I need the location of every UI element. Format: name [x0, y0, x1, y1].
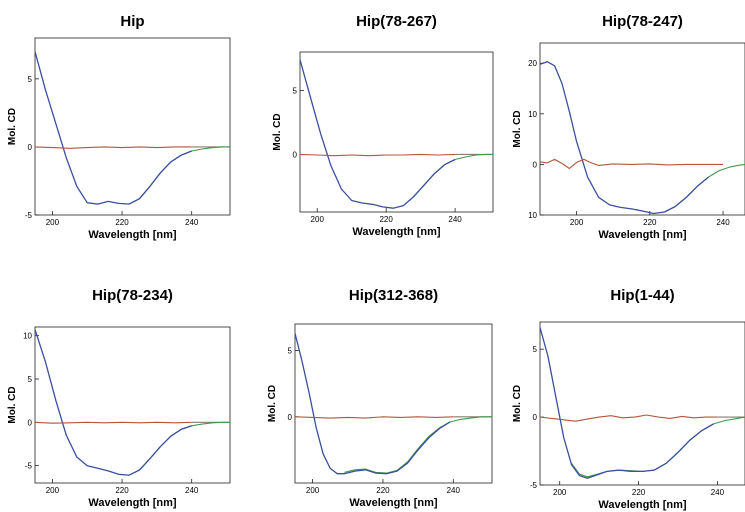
x-tick-label: 240	[711, 488, 725, 497]
chart-panel-5: Hip(312-368) 200 220 240 0 5 Wavelength [nm] Mo…	[267, 287, 493, 509]
chart-title: Hip(78-267)	[356, 13, 437, 30]
series-line-blue	[35, 329, 192, 476]
chart-title: Hip(312-368)	[349, 287, 438, 304]
x-tick-label: 240	[185, 486, 199, 495]
y-tick-label: 0	[533, 413, 538, 422]
plot-frame	[539, 42, 745, 216]
plot-frame	[294, 323, 493, 484]
y-tick-label: 10	[23, 332, 32, 341]
series-line-red	[35, 146, 192, 149]
x-tick-label: 200	[46, 218, 60, 227]
x-tick-label: 200	[311, 215, 325, 224]
x-axis-label: Wavelength [nm]	[352, 226, 441, 238]
chart-title: Hip(78-247)	[602, 13, 683, 30]
series-line-green	[344, 416, 492, 474]
plot-frame	[299, 51, 494, 213]
x-axis-label: Wavelength [nm]	[598, 229, 687, 241]
x-tick-label: 200	[570, 218, 584, 227]
chart-panel-3: Hip(78-247) 200 220 240 10 0 20 10 Wavelength [n…	[512, 13, 745, 241]
plot-frame	[34, 326, 231, 484]
series-line-blue	[35, 51, 192, 205]
plot-frame	[539, 321, 745, 486]
y-tick-label: 0	[288, 413, 293, 422]
series-line-blue	[540, 327, 714, 479]
series-line-red	[35, 421, 192, 424]
x-axis-label: Wavelength [nm]	[88, 497, 177, 509]
chart-title: Hip(1-44)	[610, 287, 674, 304]
x-tick-label: 220	[643, 218, 657, 227]
x-tick-label: 240	[716, 218, 730, 227]
x-axis-label: Wavelength [nm]	[349, 497, 438, 509]
series-line-blue	[540, 61, 709, 215]
x-tick-label: 240	[448, 215, 462, 224]
x-axis-label: Wavelength [nm]	[88, 229, 177, 241]
x-tick-label: 200	[46, 486, 60, 495]
x-tick-label: 220	[115, 218, 129, 227]
y-tick-label: 20	[528, 59, 537, 68]
x-tick-label: 220	[115, 486, 129, 495]
x-axis-label: Wavelength [nm]	[598, 499, 687, 511]
plot-frame	[34, 37, 231, 216]
series-line-red	[300, 153, 456, 157]
y-tick-label: 5	[28, 375, 33, 384]
y-tick-label: 0	[28, 418, 33, 427]
series-line-green	[128, 146, 230, 205]
chart-panel-2: Hip(78-267) 200 220 240 0 5 Wavelength [nm] Mol…	[272, 13, 494, 238]
y-tick-label: 0	[533, 160, 538, 169]
x-tick-label: 200	[553, 488, 567, 497]
series-line-red	[295, 416, 454, 419]
y-tick-label: 0	[293, 150, 298, 159]
y-tick-label: 5	[533, 345, 538, 354]
series-line-red	[540, 158, 723, 170]
chart-panel-4: Hip(78-234) 200 220 240 -5 0 5 10 Wavelength [nm…	[7, 287, 231, 509]
x-tick-label: 240	[185, 218, 199, 227]
series-line-blue	[295, 333, 451, 475]
y-tick-label: -5	[530, 481, 538, 490]
y-tick-label: -5	[25, 211, 33, 220]
y-tick-label: 0	[28, 143, 33, 152]
y-tick-label: 5	[288, 347, 293, 356]
y-tick-label: 5	[28, 75, 33, 84]
series-line-red	[540, 414, 718, 422]
x-tick-label: 200	[306, 486, 320, 495]
y-tick-label: 10	[528, 110, 537, 119]
y-axis-label: Mol. CD	[272, 113, 283, 150]
chart-title: Hip(78-234)	[92, 287, 173, 304]
y-axis-label: Mol. CD	[7, 386, 18, 423]
y-tick-label: -5	[25, 462, 33, 471]
y-axis-label: Mol. CD	[267, 385, 278, 422]
y-axis-label: Mol. CD	[512, 110, 523, 147]
y-axis-label: Mol. CD	[512, 385, 523, 422]
x-tick-label: 240	[447, 486, 461, 495]
chart-title: Hip	[120, 13, 144, 30]
x-tick-label: 220	[376, 486, 390, 495]
y-axis-label: Mol. CD	[7, 108, 18, 145]
chart-panel-6: Hip(1-44) 200 220 240 -5 0 5 Wavelength [nm] Mol…	[512, 287, 745, 511]
y-tick-label: 10	[528, 211, 537, 220]
x-tick-label: 220	[632, 488, 646, 497]
x-tick-label: 220	[379, 215, 393, 224]
series-line-green	[139, 421, 230, 471]
chart-panel-1: Hip 200 220 240 -5 0 5 Wavelength [nm] Mol. CD	[7, 13, 231, 241]
y-tick-label: 5	[293, 86, 298, 95]
series-line-blue	[300, 59, 456, 209]
